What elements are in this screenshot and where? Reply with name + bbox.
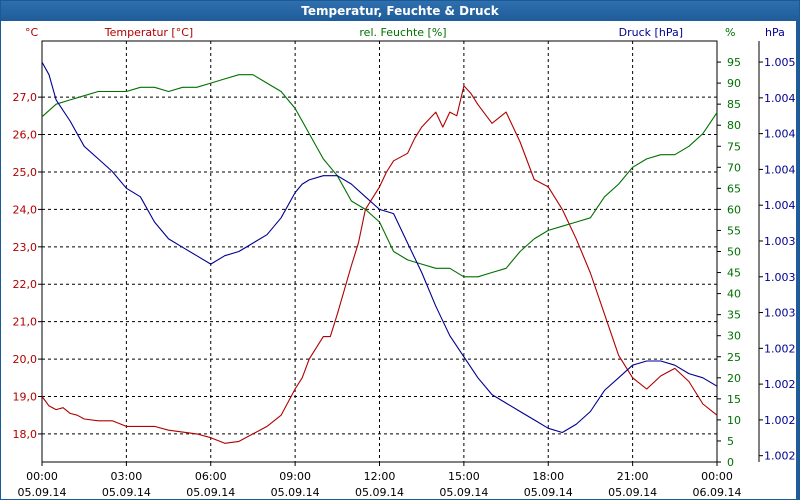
humidity-tick-label: 65 [727,182,741,195]
x-tick-label-date: 05.09.14 [439,486,488,499]
pressure-tick-label: 1.005 [764,56,796,69]
humidity-tick-label: 30 [727,330,741,343]
window-right-border [796,21,799,499]
temp-tick-label: 18,0 [13,428,38,441]
x-tick-label-time: 00:00 [701,470,733,483]
humidity-axis-title: rel. Feuchte [%] [359,26,446,39]
humidity-tick-label: 90 [727,77,741,90]
humidity-tick-label: 75 [727,140,741,153]
humidity-tick-label: 10 [727,414,741,427]
humidity-tick-label: 40 [727,288,741,301]
temp-tick-label: 23,0 [13,241,38,254]
x-tick-label-time: 09:00 [279,470,311,483]
pressure-tick-label: 1.002 [764,342,796,355]
x-tick-label-date: 05.09.14 [102,486,151,499]
temp-axis-title: Temperatur [°C] [104,26,193,39]
series-line-pressure [41,61,718,434]
pressure-tick-label: 1.004 [764,163,796,176]
x-tick-label-time: 06:00 [195,470,227,483]
pressure-tick-label: 1.003 [764,307,796,320]
x-tick-label-time: 03:00 [111,470,143,483]
series-lines [41,61,718,444]
temp-tick-label: 20,0 [13,353,38,366]
temp-tick-label: 26,0 [13,129,38,142]
x-tick-label-time: 21:00 [617,470,649,483]
x-tick-label-date: 05.09.14 [355,486,404,499]
humidity-tick-label: 15 [727,393,741,406]
humidity-tick-label: 5 [727,435,734,448]
x-tick-label-date: 05.09.14 [271,486,320,499]
x-tick-label-date: 05.09.14 [524,486,573,499]
humidity-tick-label: 35 [727,309,741,322]
temp-tick-label: 22,0 [13,278,38,291]
pressure-axis-title: Druck [hPa] [619,26,683,39]
axis-labels: 00:00 05.09.14 03:00 05.09.14 06:00 05.09.14 0… [13,26,796,499]
humidity-tick-label: 25 [727,351,741,364]
x-tick-label-time: 18:00 [532,470,564,483]
temp-tick-label: 25,0 [13,166,38,179]
temp-unit-label: °C [25,26,39,39]
humidity-tick-label: 60 [727,203,741,216]
humidity-tick-label: 50 [727,246,741,259]
pressure-tick-label: 1.004 [764,92,796,105]
pressure-tick-label: 1.003 [764,271,796,284]
x-tick-label-date: 05.09.14 [18,486,67,499]
humidity-tick-label: 20 [727,372,741,385]
x-tick-label-date: 06.09.14 [693,486,742,499]
pressure-unit-label: hPa [765,26,785,39]
chart-title: Temperatur, Feuchte & Druck [1,1,799,21]
humidity-tick-label: 45 [727,267,741,280]
temp-tick-label: 19,0 [13,391,38,404]
grid-lines [42,41,717,462]
temp-tick-label: 27,0 [13,91,38,104]
series-line-temperature [41,85,718,444]
x-tick-label-date: 05.09.14 [186,486,235,499]
x-tick-label-time: 15:00 [448,470,480,483]
humidity-unit-label: % [725,26,735,39]
x-tick-label-time: 00:00 [26,470,58,483]
humidity-tick-label: 85 [727,98,741,111]
humidity-tick-label: 95 [727,56,741,69]
humidity-tick-label: 80 [727,119,741,132]
pressure-tick-label: 1.002 [764,450,796,463]
temp-tick-label: 21,0 [13,316,38,329]
humidity-tick-label: 0 [727,456,734,469]
x-tick-label-time: 12:00 [364,470,396,483]
pressure-tick-label: 1.002 [764,414,796,427]
pressure-tick-label: 1.004 [764,128,796,141]
pressure-tick-label: 1.003 [764,235,796,248]
axes [38,40,763,466]
pressure-tick-label: 1.002 [764,378,796,391]
pressure-tick-label: 1.004 [764,199,796,212]
humidity-tick-label: 70 [727,161,741,174]
series-line-humidity [41,74,718,278]
x-tick-label-date: 05.09.14 [608,486,657,499]
humidity-tick-label: 55 [727,224,741,237]
temp-tick-label: 24,0 [13,203,38,216]
